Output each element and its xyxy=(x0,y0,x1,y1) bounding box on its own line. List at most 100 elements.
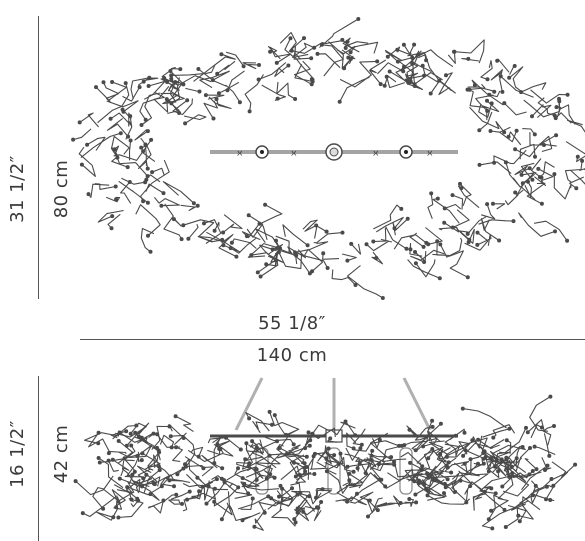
wire-strand xyxy=(79,147,95,176)
wire-tip xyxy=(226,88,230,92)
wire-tip xyxy=(515,129,519,133)
wire-tip xyxy=(492,90,496,94)
wire-tip xyxy=(429,191,433,195)
wire-strand xyxy=(527,183,545,204)
wire-tip xyxy=(553,229,557,233)
wire-tip xyxy=(547,454,551,458)
wire-tip xyxy=(349,50,353,54)
wire-tip xyxy=(266,494,270,498)
wire-tip xyxy=(431,425,435,429)
wire-strand xyxy=(370,60,386,84)
wire-tip xyxy=(513,147,517,151)
wire-tip xyxy=(454,434,458,438)
wire-tip xyxy=(198,90,202,94)
wire-tip xyxy=(241,518,245,522)
wire-strand xyxy=(181,205,198,210)
wire-tip xyxy=(478,163,482,167)
wire-tip xyxy=(476,438,480,442)
wire-tip xyxy=(402,43,406,47)
wire-tip xyxy=(249,253,253,257)
wire-tip xyxy=(143,180,147,184)
wire-tip xyxy=(303,470,307,474)
wire-tip xyxy=(221,231,225,235)
wire-tip xyxy=(224,436,228,440)
wire-tip xyxy=(146,167,150,171)
wire-strand xyxy=(479,103,492,117)
wire-tip xyxy=(229,246,233,250)
wire-tip xyxy=(294,253,298,257)
wire-tip xyxy=(126,135,130,139)
wire-tip xyxy=(314,224,318,228)
wire-tip xyxy=(234,255,238,259)
wire-tip xyxy=(250,439,254,443)
wire-tip xyxy=(80,163,84,167)
wire-tip xyxy=(443,206,447,210)
wire-tip xyxy=(126,165,130,169)
wire-tip xyxy=(195,476,199,480)
wire-tip xyxy=(174,445,178,449)
wire-tip xyxy=(118,431,122,435)
wire-strand xyxy=(535,447,556,455)
wire-tip xyxy=(192,201,196,205)
wire-tip xyxy=(146,129,150,133)
wire-tip xyxy=(430,419,434,423)
wire-strand xyxy=(440,238,461,257)
wire-tip xyxy=(263,203,267,207)
wire-tip xyxy=(426,493,430,497)
wire-tip xyxy=(153,482,157,486)
wire-tip xyxy=(319,500,323,504)
wire-tip xyxy=(310,77,314,81)
wire-tip xyxy=(321,487,325,491)
wire-tip xyxy=(87,192,91,196)
wire-tip xyxy=(161,499,165,503)
wire-tip xyxy=(215,72,219,76)
wire-tip xyxy=(491,202,495,206)
wire-strand xyxy=(433,199,459,224)
wire-strand xyxy=(89,184,110,197)
wire-tip xyxy=(504,456,508,460)
wire-strand xyxy=(463,409,507,428)
wire-tip xyxy=(425,472,429,476)
wire-tip xyxy=(349,242,353,246)
wire-strand xyxy=(104,82,119,103)
wire-tip xyxy=(506,466,510,470)
wire-tip xyxy=(383,84,387,88)
wire-strand xyxy=(479,112,492,130)
wire-tip xyxy=(241,476,245,480)
wire-tip xyxy=(81,511,85,515)
wire-tip xyxy=(245,234,249,238)
wire-tip xyxy=(276,97,280,101)
wire-strand xyxy=(571,171,585,188)
wire-tip xyxy=(102,80,106,84)
wire-tip xyxy=(307,494,311,498)
wire-tip xyxy=(496,469,500,473)
wire-tip xyxy=(354,283,358,287)
wire-strand xyxy=(146,184,164,193)
wire-strand xyxy=(318,54,341,68)
wire-strand xyxy=(226,85,240,102)
wire-tip xyxy=(326,266,330,270)
wire-tip xyxy=(414,500,418,504)
wire-tip xyxy=(172,484,176,488)
wire-tip xyxy=(220,238,224,242)
wire-tip xyxy=(196,204,200,208)
wire-tip xyxy=(205,502,209,506)
wire-tip xyxy=(157,449,161,453)
wire-tip xyxy=(466,57,470,61)
wire-tip xyxy=(468,88,472,92)
wire-tip xyxy=(149,250,153,254)
wire-strand xyxy=(477,235,491,246)
wire-tip xyxy=(431,478,435,482)
wire-strand xyxy=(462,59,479,61)
wire-strand xyxy=(540,162,555,177)
wire-tip xyxy=(321,251,325,255)
wire-tip xyxy=(413,250,417,254)
wire-strand xyxy=(478,440,504,448)
wire-tip xyxy=(510,465,514,469)
wire-tip xyxy=(500,90,504,94)
wire-tip xyxy=(196,67,200,71)
wire-tip xyxy=(286,64,290,68)
wire-tip xyxy=(475,243,479,247)
wire-strand xyxy=(428,495,470,504)
wire-tip xyxy=(552,172,556,176)
